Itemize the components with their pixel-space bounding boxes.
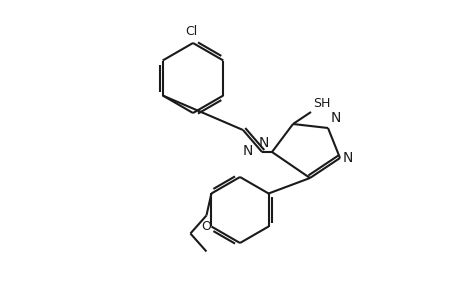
Text: N: N (330, 111, 341, 125)
Text: N: N (258, 136, 269, 150)
Text: Cl: Cl (185, 25, 197, 38)
Text: N: N (342, 151, 353, 165)
Text: N: N (242, 144, 252, 158)
Text: O: O (201, 220, 211, 232)
Text: SH: SH (312, 97, 330, 110)
